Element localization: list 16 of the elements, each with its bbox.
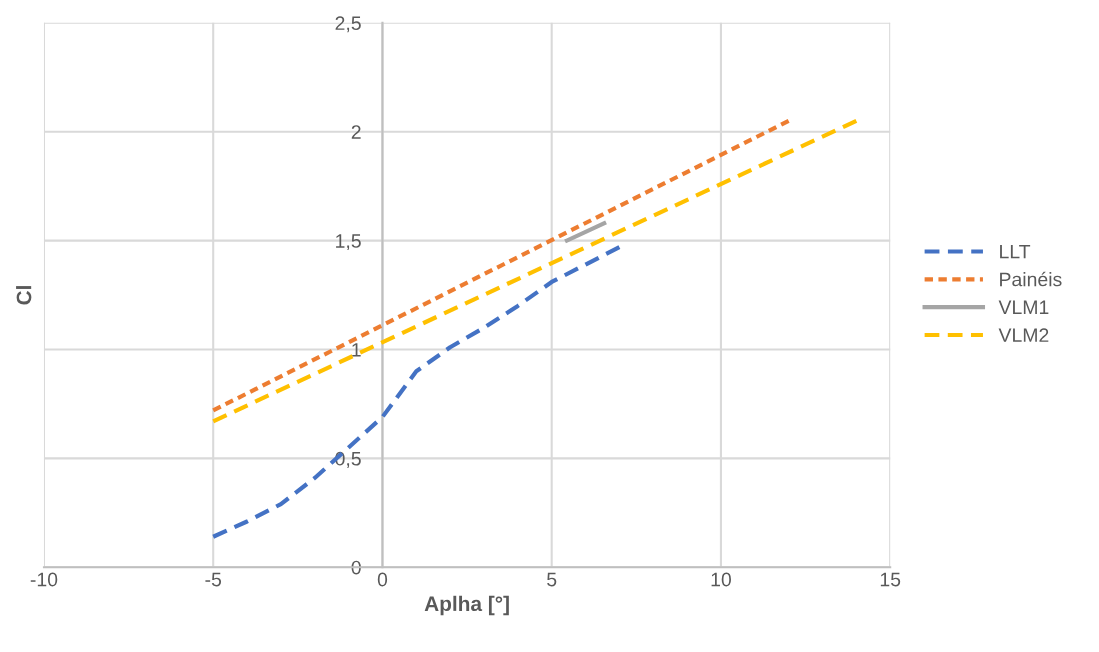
x-tick-label: -10 bbox=[30, 572, 58, 587]
y-tick-label: 1,5 bbox=[336, 234, 361, 251]
x-tick-label: 15 bbox=[880, 572, 901, 587]
x-tick-label: 0 bbox=[377, 572, 388, 587]
legend-label: VLM1 bbox=[998, 300, 1049, 314]
x-tick-label: 5 bbox=[547, 572, 557, 587]
y-tick-label: 2 bbox=[351, 125, 361, 139]
y-tick-label: 1 bbox=[352, 343, 361, 357]
y-axis-title: Cl bbox=[16, 286, 32, 305]
legend-label: VLM2 bbox=[998, 328, 1049, 342]
y-tick-label: 2,5 bbox=[335, 16, 361, 33]
legend-label: Painéis bbox=[1000, 271, 1062, 287]
x-axis-title: Aplha [°] bbox=[424, 595, 509, 616]
legend-label: LLT bbox=[1000, 244, 1031, 259]
x-tick-label: 10 bbox=[711, 572, 731, 587]
x-tick-label: -5 bbox=[205, 572, 222, 587]
